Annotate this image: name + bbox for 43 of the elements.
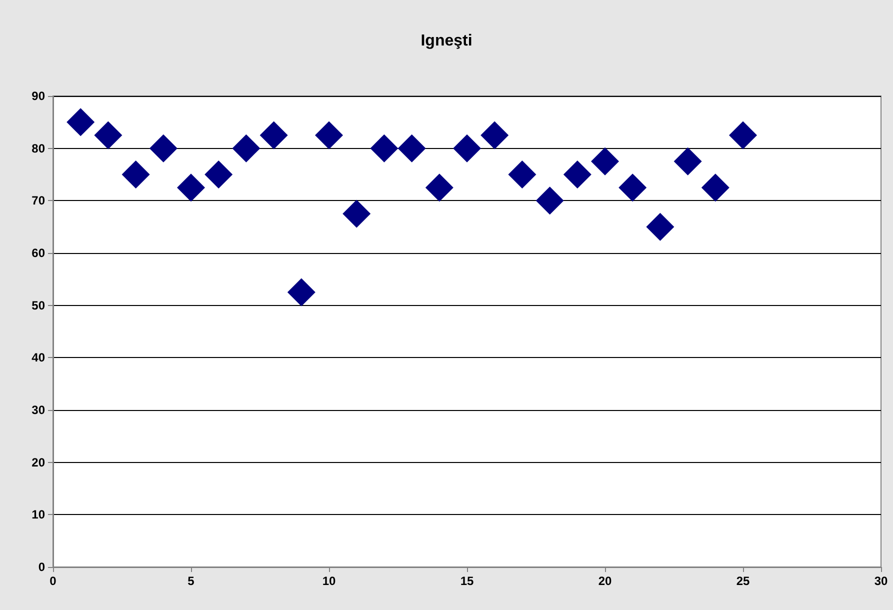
point <box>674 147 702 176</box>
y-tick-label: 10 <box>32 508 46 522</box>
point <box>591 147 619 176</box>
point <box>729 121 757 150</box>
point <box>453 134 481 162</box>
y-tick-label: 90 <box>32 89 46 103</box>
point <box>398 134 426 162</box>
point <box>149 134 178 162</box>
point <box>508 160 536 188</box>
y-tick-label: 40 <box>32 350 46 365</box>
x-tick-label: 20 <box>598 574 612 588</box>
x-tick-label: 15 <box>460 574 474 588</box>
point <box>177 174 205 202</box>
point <box>425 174 454 202</box>
x-tick-label: 10 <box>322 574 336 588</box>
point <box>342 200 371 228</box>
point <box>287 278 316 306</box>
point <box>66 108 95 136</box>
y-tick-label: 60 <box>32 246 46 260</box>
point <box>232 134 260 162</box>
x-tick-label: 0 <box>50 574 57 588</box>
point <box>204 160 233 188</box>
y-tick-label: 70 <box>32 194 46 208</box>
point <box>536 186 564 215</box>
x-tick-label: 30 <box>874 574 888 588</box>
y-tick-label: 30 <box>32 403 46 417</box>
point <box>315 121 343 150</box>
point <box>260 121 288 150</box>
point <box>563 160 592 188</box>
x-tick-label: 5 <box>188 574 195 588</box>
point <box>94 121 122 150</box>
x-tick-label: 25 <box>736 574 750 588</box>
chart-title: Igneşti <box>420 32 472 50</box>
point <box>370 134 398 162</box>
y-tick-label: 80 <box>32 141 46 156</box>
point <box>701 174 730 202</box>
y-tick-label: 50 <box>32 298 46 312</box>
point <box>618 174 647 202</box>
y-tick-label: 0 <box>38 560 46 574</box>
point <box>122 160 150 188</box>
point <box>480 121 509 150</box>
point <box>646 212 674 241</box>
y-tick-label: 20 <box>32 455 46 470</box>
